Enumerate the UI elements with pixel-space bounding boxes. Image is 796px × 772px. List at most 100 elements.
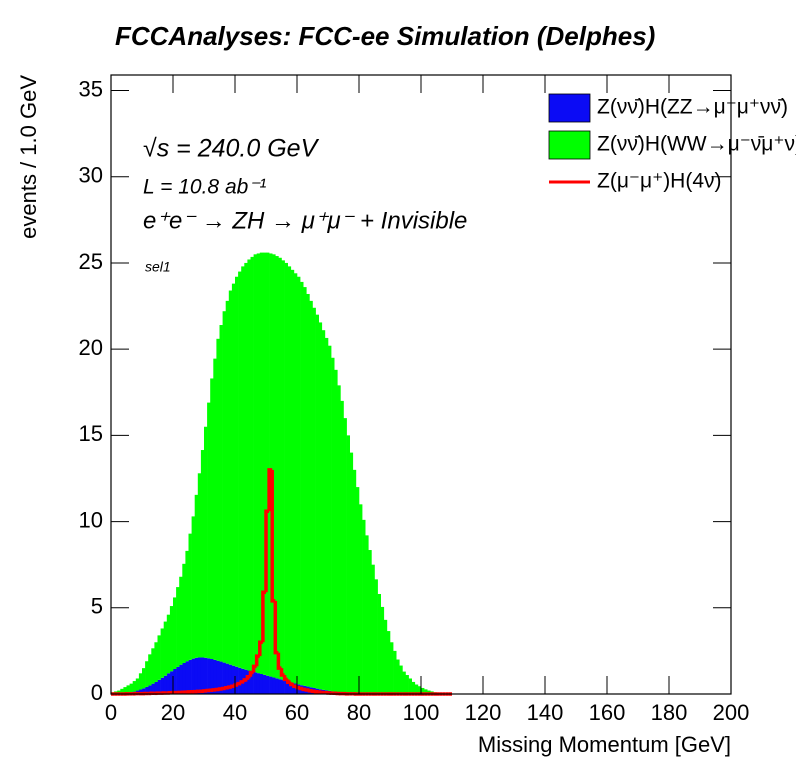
histogram-bar <box>200 657 205 694</box>
histogram-step <box>220 686 226 691</box>
histogram-bar <box>287 681 292 694</box>
x-tick-label: 60 <box>285 700 309 725</box>
y-tick-label: 15 <box>79 421 103 446</box>
histogram-bar <box>253 254 257 673</box>
y-tick-label: 20 <box>79 335 103 360</box>
histogram-bar <box>145 661 149 687</box>
histogram-bar <box>138 673 143 690</box>
histogram-bar <box>188 659 192 694</box>
histogram-bar <box>278 679 282 694</box>
histogram-bar <box>151 683 155 694</box>
legend: Z(νν̄)H(ZZ→μ⁻μ⁺νν̄) Z(νν̄)H(WW→μ⁻ν̄μ⁺ν) Z(… <box>548 93 796 193</box>
histogram-bar <box>219 661 223 694</box>
histogram-bar <box>324 337 329 691</box>
histogram-bar <box>238 271 242 668</box>
histogram-step <box>254 654 260 667</box>
histogram-bar <box>219 325 223 662</box>
legend-label: Z(νν̄)H(WW→μ⁻ν̄μ⁺ν) <box>597 133 796 156</box>
histogram-bar <box>399 665 403 694</box>
histogram-bar <box>231 283 236 666</box>
histogram-bar <box>247 670 251 694</box>
histogram-bar <box>160 628 164 678</box>
histogram-bar <box>207 658 211 694</box>
y-axis-title: events / 1.0 GeV <box>16 75 41 239</box>
histogram-bar <box>154 681 158 694</box>
histogram-bar <box>225 663 230 694</box>
histogram-bar <box>163 621 168 676</box>
x-tick-label: 40 <box>223 700 247 725</box>
x-tick-label: 80 <box>347 700 371 725</box>
histogram-bar <box>408 678 412 694</box>
histogram-bar <box>417 686 422 694</box>
legend-swatch <box>548 93 591 123</box>
x-tick-label: 160 <box>589 700 626 725</box>
histogram-bar <box>163 675 168 694</box>
histogram-bar <box>297 276 301 685</box>
plot-area <box>111 252 453 696</box>
histogram-bar <box>123 687 127 694</box>
histogram-bar <box>166 614 171 674</box>
y-tick-label: 10 <box>79 507 103 532</box>
histogram-bar <box>213 358 217 660</box>
histogram-bar <box>188 533 192 660</box>
histogram-bar <box>173 668 177 694</box>
histogram-bar <box>194 657 199 694</box>
histogram-bar <box>362 519 366 694</box>
histogram-bar <box>247 259 251 671</box>
axes: 0 20 40 60 80 100 120 140 160 180 200 0 5 10 15 20 25 30 3… <box>79 75 750 725</box>
histogram-bar <box>266 675 270 694</box>
histogram-bar <box>241 266 245 669</box>
histogram-bar <box>262 674 267 694</box>
histogram-bar <box>368 550 372 694</box>
histogram-bar <box>300 281 304 686</box>
histogram-bar <box>179 576 183 665</box>
histogram-bar <box>315 314 319 689</box>
x-tick-label: 0 <box>105 700 117 725</box>
histogram-bar <box>284 262 288 681</box>
legend-swatch <box>548 130 591 160</box>
histogram-bar <box>145 686 149 694</box>
histogram-bar <box>290 269 295 683</box>
histogram-step <box>270 469 276 603</box>
histogram-bar <box>179 664 183 694</box>
histogram-bar <box>176 666 180 694</box>
histogram-step <box>285 679 291 685</box>
histogram-bar <box>182 563 186 663</box>
x-tick-label: 100 <box>403 700 440 725</box>
histogram-bar <box>228 664 233 694</box>
histogram-bar <box>250 256 254 672</box>
x-tick-label: 20 <box>161 700 185 725</box>
annotation: sel1 <box>145 259 171 275</box>
histogram-bar <box>262 252 267 675</box>
histogram-bar <box>191 658 195 694</box>
histogram-bar <box>269 253 273 677</box>
histogram-bar <box>272 254 276 678</box>
histogram-bar <box>411 681 416 694</box>
histogram-bar <box>204 657 208 694</box>
histogram-bar <box>120 688 124 694</box>
histogram-bar <box>259 673 264 694</box>
histogram-bar <box>142 668 146 689</box>
histogram-bar <box>185 661 189 694</box>
legend-label: Z(νν̄)H(ZZ→μ⁻μ⁺νν̄) <box>597 96 788 119</box>
histogram-bar <box>148 654 152 686</box>
histogram-bar <box>197 473 202 658</box>
histogram-bar <box>244 262 248 670</box>
histogram-bar <box>169 606 174 672</box>
histogram-bar <box>154 642 158 682</box>
histogram-bar <box>222 311 226 663</box>
histogram-step <box>223 686 229 690</box>
histogram-bar <box>225 300 230 664</box>
histogram-bar <box>228 290 233 665</box>
x-tick-label: 200 <box>713 700 750 725</box>
histogram-bar <box>281 260 285 681</box>
histogram-bar <box>256 253 261 674</box>
histogram-step <box>276 652 282 670</box>
histogram-bar <box>197 657 202 694</box>
histogram-bar <box>390 642 394 694</box>
histogram-bar <box>207 402 211 659</box>
histogram-bar <box>424 689 428 694</box>
histogram-step <box>230 684 235 688</box>
